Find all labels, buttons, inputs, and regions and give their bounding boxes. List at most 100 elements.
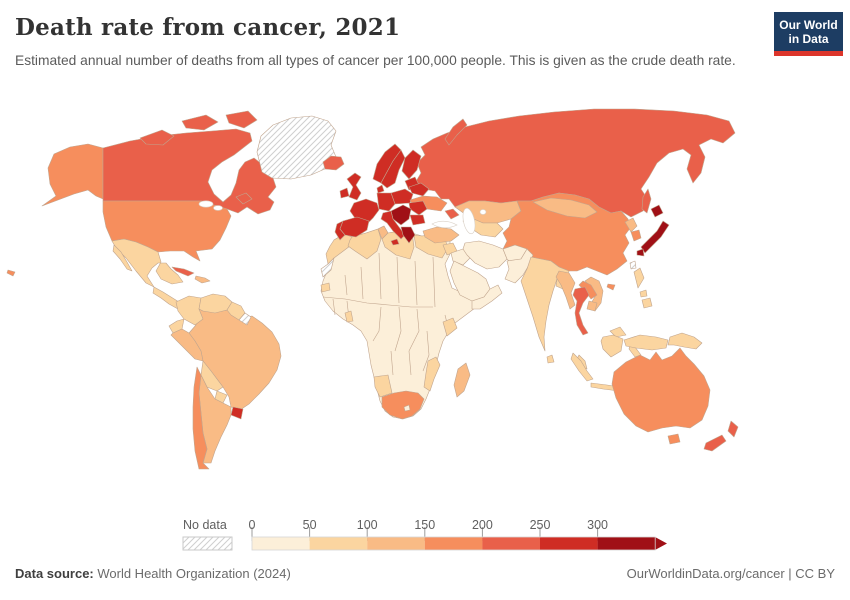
country-canada-arctic[interactable]: [225, 110, 258, 129]
legend-bin-3[interactable]: [424, 537, 483, 550]
legend-tick-label-4: 200: [472, 518, 493, 532]
country-mongolia[interactable]: [532, 197, 598, 219]
country-indonesia-papua[interactable]: [623, 334, 669, 351]
chart-subtitle: Estimated annual number of deaths from a…: [15, 53, 736, 68]
country-malaysia-borneo[interactable]: [609, 326, 627, 338]
country-ireland[interactable]: [339, 187, 350, 199]
black-sea: [431, 220, 458, 229]
country-germany[interactable]: [376, 192, 396, 212]
country-greece[interactable]: [400, 226, 416, 244]
country-hawaii[interactable]: [6, 269, 16, 277]
country-colombia[interactable]: [175, 295, 204, 326]
legend-tick-label-3: 150: [414, 518, 435, 532]
region-yemen-oman[interactable]: [471, 284, 503, 310]
country-australia[interactable]: [611, 347, 711, 433]
country-madagascar[interactable]: [453, 362, 471, 398]
country-myanmar[interactable]: [555, 270, 576, 310]
country-south-korea[interactable]: [630, 229, 642, 242]
legend-arrow: [655, 537, 667, 550]
country-iceland[interactable]: [322, 155, 345, 171]
country-ghana[interactable]: [344, 310, 354, 323]
country-finland[interactable]: [401, 149, 422, 180]
owid-logo[interactable]: Our World in Data: [774, 12, 843, 56]
map-legend: No data 0 50 100 150 200 250 300: [182, 518, 667, 551]
country-mexico[interactable]: [111, 238, 184, 288]
legend-bin-4[interactable]: [482, 537, 541, 550]
lake-superior: [198, 200, 214, 208]
legend-bin-6[interactable]: [597, 537, 656, 550]
country-japan-honshu[interactable]: [640, 220, 670, 254]
country-uk[interactable]: [346, 172, 362, 201]
country-china-hainan[interactable]: [606, 283, 616, 291]
country-uruguay[interactable]: [230, 406, 244, 420]
country-italy[interactable]: [380, 210, 406, 240]
country-japan-kyushu[interactable]: [636, 248, 645, 257]
country-bulgaria[interactable]: [409, 214, 426, 226]
country-sri-lanka[interactable]: [546, 354, 555, 364]
country-chile[interactable]: [192, 366, 210, 470]
legend-bin-1[interactable]: [309, 537, 368, 550]
country-laos[interactable]: [578, 280, 598, 300]
country-italy-sicily[interactable]: [390, 238, 400, 246]
aral-sea: [479, 209, 487, 215]
country-iran[interactable]: [462, 240, 508, 270]
legend-bin-2[interactable]: [367, 537, 425, 550]
data-source-value: World Health Organization (2024): [93, 566, 291, 581]
legend-bin-0[interactable]: [252, 537, 310, 550]
country-spain[interactable]: [339, 216, 370, 238]
no-data-swatch[interactable]: [182, 536, 233, 551]
country-philippines-visayas[interactable]: [639, 289, 648, 298]
country-canada[interactable]: [102, 128, 277, 215]
country-papua-new-guinea[interactable]: [667, 332, 703, 350]
country-philippines-luzon[interactable]: [633, 267, 645, 289]
country-philippines-mindanao[interactable]: [641, 297, 653, 309]
country-japan-hokkaido[interactable]: [650, 204, 664, 218]
country-suriname[interactable]: [238, 312, 252, 326]
country-western-sahara[interactable]: [320, 257, 335, 278]
country-russia-novaya-zemlya[interactable]: [444, 118, 468, 146]
country-cuba[interactable]: [171, 266, 195, 277]
legend-tick-label-6: 300: [587, 518, 608, 532]
data-source-label: Data source:: [15, 566, 94, 581]
country-pakistan[interactable]: [504, 248, 534, 284]
country-india[interactable]: [520, 256, 570, 352]
country-canada-newfoundland[interactable]: [235, 192, 253, 205]
country-denmark[interactable]: [376, 184, 385, 194]
country-thailand[interactable]: [572, 286, 590, 336]
legend-tick-label-5: 250: [530, 518, 551, 532]
country-romania[interactable]: [408, 200, 428, 216]
credit-link[interactable]: OurWorldinData.org/cancer | CC BY: [626, 566, 835, 581]
legend-tick-label-0: 0: [249, 518, 256, 532]
legend-tick-label-2: 100: [357, 518, 378, 532]
country-south-africa[interactable]: [381, 390, 425, 420]
country-china[interactable]: [502, 192, 632, 276]
country-indonesia-borneo[interactable]: [600, 334, 624, 358]
country-lesotho[interactable]: [403, 404, 411, 412]
region-caucasus[interactable]: [444, 208, 460, 220]
country-australia-tasmania[interactable]: [667, 433, 681, 445]
country-new-zealand-south[interactable]: [703, 434, 727, 452]
country-mozambique[interactable]: [423, 356, 441, 392]
country-cambodia[interactable]: [586, 300, 598, 312]
country-new-zealand-north[interactable]: [727, 420, 739, 438]
country-greenland[interactable]: [256, 115, 337, 180]
country-canada-arctic[interactable]: [139, 129, 175, 146]
owid-logo-line2: in Data: [788, 32, 829, 46]
country-canada-arctic[interactable]: [181, 114, 219, 131]
country-hispaniola[interactable]: [194, 275, 211, 284]
legend-bin-5[interactable]: [540, 537, 598, 550]
country-senegal[interactable]: [320, 282, 331, 293]
country-north-korea[interactable]: [624, 217, 638, 233]
country-alaska[interactable]: [41, 143, 104, 207]
country-russia-sakhalin[interactable]: [641, 188, 652, 214]
footer: Data source: World Health Organization (…: [15, 566, 835, 581]
country-belarus[interactable]: [408, 182, 430, 197]
caspian-sea: [462, 207, 476, 235]
country-namibia[interactable]: [373, 374, 393, 398]
legend-bar-outline: [251, 536, 656, 551]
country-kenya[interactable]: [442, 317, 458, 337]
country-mexico-baja[interactable]: [112, 244, 133, 272]
country-taiwan[interactable]: [629, 260, 637, 270]
country-indonesia-sumatra[interactable]: [570, 352, 594, 382]
page-title: Death rate from cancer, 2021: [15, 14, 401, 41]
